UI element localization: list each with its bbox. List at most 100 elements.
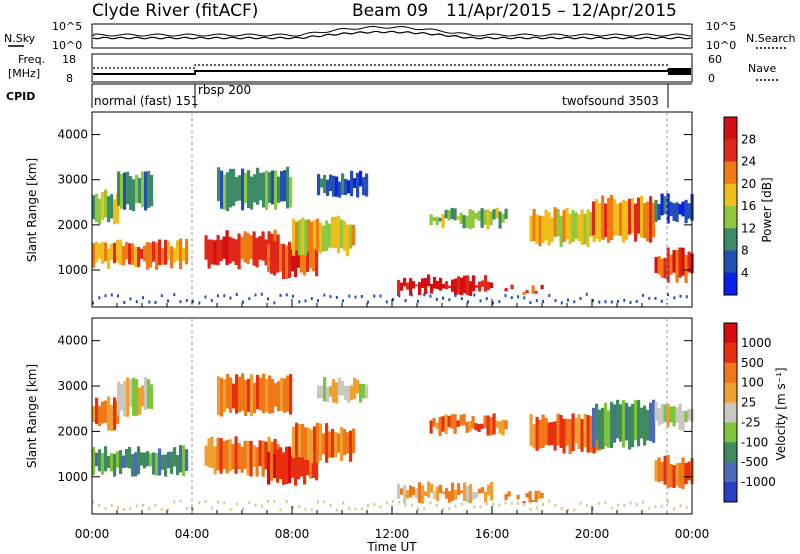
cpid-mode-rbsp: rbsp 200 bbox=[198, 83, 251, 97]
heatmap-cell bbox=[131, 243, 135, 265]
heatmap-cell bbox=[92, 195, 96, 220]
heatmap-cell bbox=[486, 209, 490, 230]
heatmap-cell bbox=[628, 198, 632, 235]
heatmap-cell bbox=[292, 505, 294, 509]
heatmap-cell bbox=[517, 502, 519, 506]
heatmap-cell bbox=[298, 300, 301, 304]
heatmap-cell bbox=[104, 294, 107, 298]
heatmap-cell bbox=[580, 209, 584, 245]
heatmap-cell bbox=[310, 221, 314, 252]
heatmap-cell bbox=[326, 386, 330, 403]
heatmap-cell bbox=[319, 423, 323, 461]
heatmap-cell bbox=[487, 484, 491, 496]
heatmap-cell bbox=[320, 178, 324, 188]
heatmap-cell bbox=[167, 299, 169, 303]
heatmap-cell bbox=[343, 220, 347, 251]
heatmap-cell bbox=[303, 245, 307, 276]
heatmap-cell bbox=[149, 242, 153, 268]
heatmap-cell bbox=[439, 277, 443, 291]
heatmap-cell bbox=[592, 507, 594, 511]
heatmap-cell bbox=[498, 300, 501, 304]
freq-label-1: Freq. bbox=[18, 53, 45, 66]
colorbar-swatch bbox=[724, 117, 737, 140]
heatmap-cell bbox=[589, 415, 593, 453]
heatmap-cell bbox=[429, 420, 433, 434]
heatmap-cell bbox=[663, 257, 667, 279]
freq-label-2: [MHz] bbox=[8, 67, 40, 80]
heatmap-cell bbox=[137, 247, 141, 267]
heatmap-cell bbox=[379, 505, 382, 509]
heatmap-cell bbox=[254, 293, 257, 297]
heatmap-cell bbox=[164, 239, 168, 265]
heatmap-cell bbox=[404, 503, 407, 507]
heatmap-cell bbox=[222, 236, 226, 259]
heatmap-cell bbox=[179, 499, 182, 503]
heatmap-cell bbox=[226, 172, 230, 211]
heatmap-cell bbox=[192, 508, 194, 512]
heatmap-cell bbox=[454, 489, 458, 500]
heatmap-cell bbox=[406, 490, 410, 499]
heatmap-cell bbox=[260, 292, 263, 296]
heatmap-cell bbox=[634, 400, 638, 441]
heatmap-cell bbox=[331, 428, 335, 458]
heatmap-cell bbox=[474, 213, 478, 220]
heatmap-cell bbox=[350, 170, 354, 197]
heatmap-cell bbox=[265, 170, 269, 210]
heatmap-cell bbox=[485, 502, 488, 506]
noise-sky-line bbox=[92, 30, 692, 40]
heatmap-cell bbox=[119, 239, 123, 265]
colorbar-swatch bbox=[724, 382, 737, 404]
heatmap-cell bbox=[204, 235, 208, 260]
heatmap-cell bbox=[247, 378, 251, 412]
heatmap-cell bbox=[660, 403, 664, 424]
heatmap-cell bbox=[135, 504, 138, 508]
heatmap-cell bbox=[307, 219, 311, 252]
colorbar-swatch bbox=[724, 482, 737, 503]
heatmap-cell bbox=[529, 414, 533, 447]
heatmap-cell bbox=[568, 213, 572, 245]
colorbar-swatch bbox=[724, 250, 737, 274]
colorbar-tick-label: 8 bbox=[741, 244, 749, 258]
heatmap-cell bbox=[179, 300, 182, 304]
heatmap-cell bbox=[392, 499, 394, 503]
heatmap-cell bbox=[360, 295, 363, 298]
heatmap-cell bbox=[150, 174, 154, 207]
heatmap-cell bbox=[438, 416, 442, 436]
cpid-label: CPID bbox=[6, 90, 35, 103]
heatmap-cell bbox=[317, 385, 321, 399]
heatmap-cell bbox=[643, 405, 647, 446]
heatmap-cell bbox=[622, 200, 626, 243]
heatmap-cell bbox=[301, 217, 305, 255]
heatmap-cell bbox=[226, 373, 230, 409]
heatmap-cell bbox=[301, 424, 305, 458]
colorbar-tick-label: 1000 bbox=[741, 336, 772, 350]
heatmap-cell bbox=[447, 209, 451, 221]
heatmap-cell bbox=[365, 384, 369, 399]
heatmap-cell bbox=[473, 505, 476, 509]
heatmap-cell bbox=[255, 237, 259, 268]
nave-line bbox=[93, 64, 668, 69]
time-axis-label: Time UT bbox=[366, 540, 417, 554]
heatmap-cell bbox=[125, 449, 129, 468]
heatmap-cell bbox=[217, 376, 221, 416]
heatmap-cell bbox=[334, 216, 338, 248]
heatmap-cell bbox=[642, 293, 644, 297]
heatmap-cell bbox=[332, 379, 336, 403]
heatmap-cell bbox=[304, 219, 308, 256]
heatmap-cell bbox=[537, 490, 541, 499]
heatmap-cell bbox=[326, 179, 330, 196]
heatmap-cell bbox=[579, 296, 582, 300]
heatmap-cell bbox=[125, 242, 129, 260]
heatmap-cell bbox=[438, 217, 442, 222]
heatmap-cell bbox=[319, 222, 323, 254]
heatmap-cell bbox=[147, 379, 151, 409]
heatmap-cell bbox=[182, 445, 186, 477]
heatmap-cell bbox=[289, 374, 293, 415]
y-tick-label: 3000 bbox=[57, 379, 88, 393]
heatmap-cell bbox=[313, 219, 317, 249]
heatmap-cell bbox=[246, 441, 250, 476]
heatmap-cell bbox=[244, 172, 248, 204]
heatmap-cell bbox=[635, 299, 638, 303]
heatmap-cell bbox=[498, 211, 502, 229]
heatmap-cell bbox=[436, 486, 440, 501]
